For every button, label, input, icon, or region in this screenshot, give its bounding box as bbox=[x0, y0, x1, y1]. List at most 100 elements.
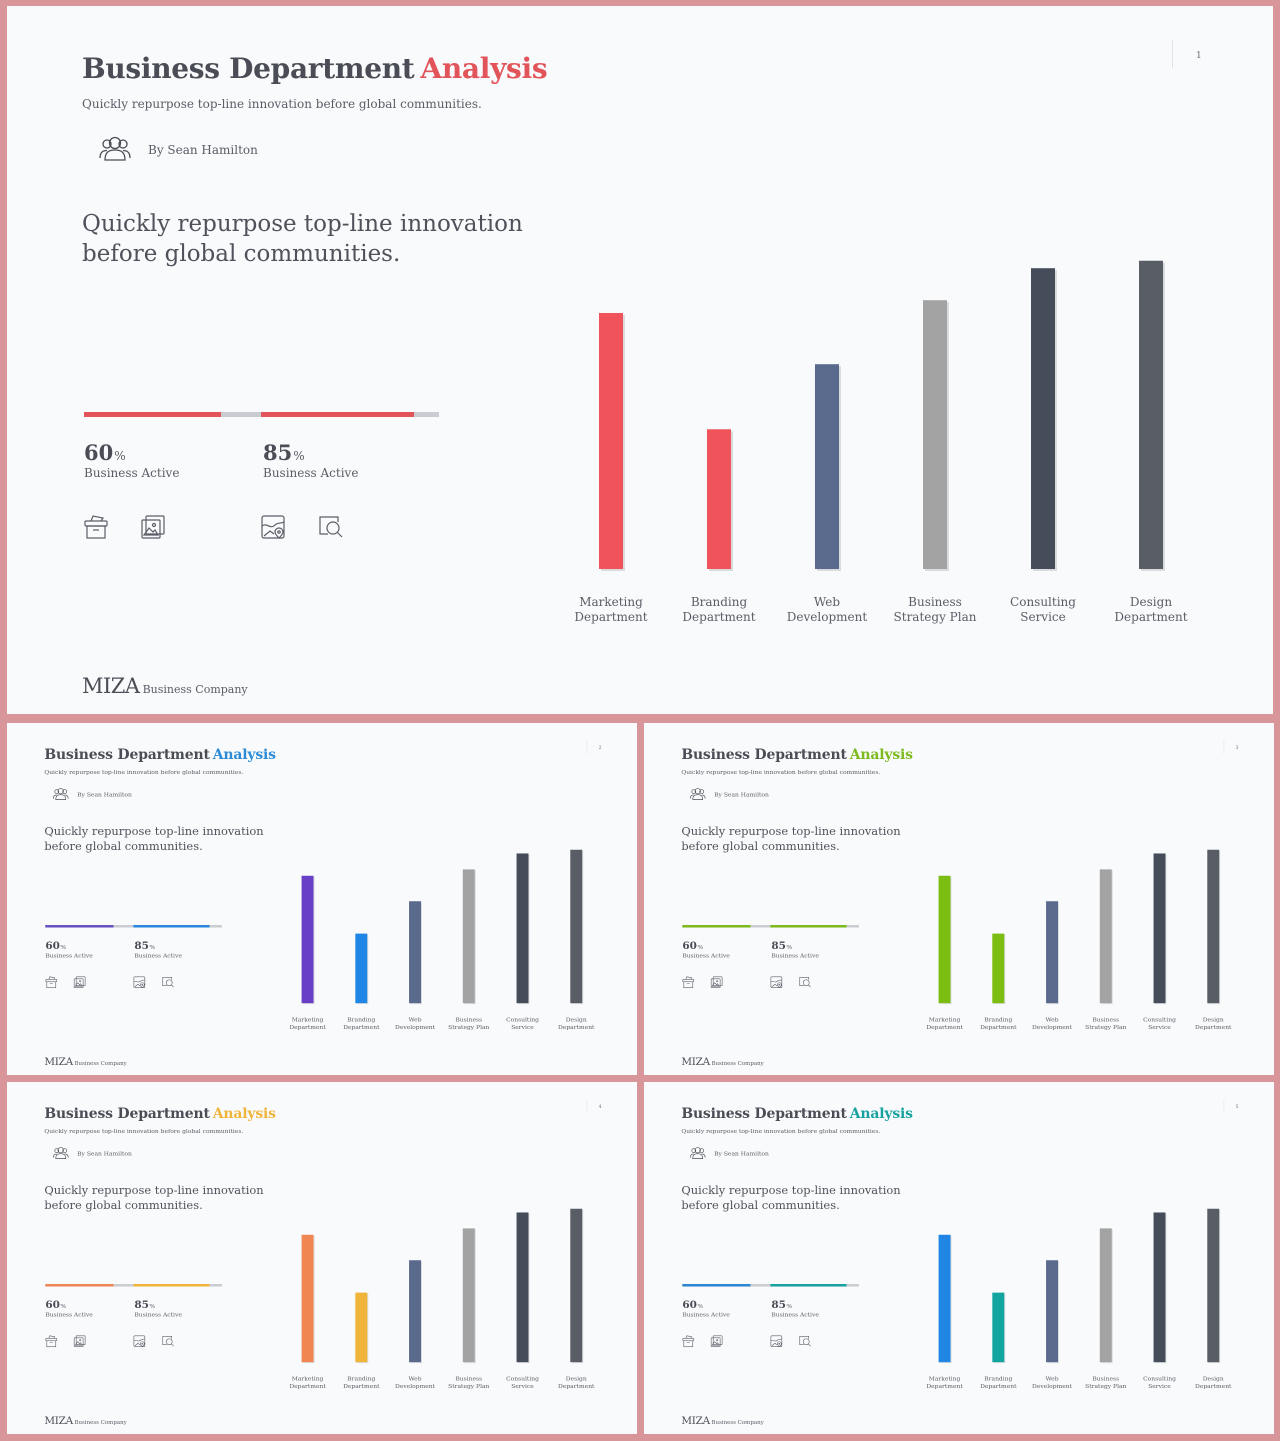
slide-content: Business Department Analysis Quickly repu… bbox=[7, 6, 1273, 714]
brand-logo: MIZA bbox=[44, 1055, 73, 1068]
brand-logo: MIZA bbox=[681, 1055, 710, 1068]
brand-logo: MIZA bbox=[82, 674, 140, 698]
image-gallery-icon bbox=[73, 976, 86, 989]
bar-2 bbox=[409, 901, 422, 1004]
stat-1: 60% Business Active bbox=[84, 440, 179, 480]
stat-1: 60% Business Active bbox=[682, 1298, 729, 1318]
progress-fill-1 bbox=[45, 1284, 114, 1287]
bar-chart-svg: MarketingDepartmentBrandingDepartmentWeb… bbox=[289, 1208, 595, 1390]
slide-title: Business Department Analysis bbox=[44, 1105, 276, 1121]
brand-footer: MIZABusiness Company bbox=[681, 1055, 763, 1067]
category-label-4-1: Service bbox=[511, 1383, 534, 1390]
bar-3 bbox=[1099, 1228, 1112, 1363]
image-gallery-icon bbox=[140, 514, 166, 540]
people-icon bbox=[52, 787, 69, 802]
page-number: 4 bbox=[598, 1104, 602, 1110]
slide-1[interactable]: Business Department Analysis Quickly repu… bbox=[7, 6, 1273, 714]
author-row: By Sean Hamilton bbox=[44, 1146, 132, 1161]
category-label-1-0: Branding bbox=[347, 1017, 375, 1024]
category-label-4-1: Service bbox=[511, 1024, 534, 1031]
stat-2: 85% Business Active bbox=[134, 1298, 181, 1318]
bar-2 bbox=[409, 1260, 422, 1363]
category-label-5-0: Design bbox=[1203, 1017, 1224, 1024]
title-text: Business Department bbox=[44, 1104, 210, 1122]
bar-0 bbox=[301, 875, 314, 1004]
search-image-icon bbox=[799, 1335, 812, 1348]
headline-text: Quickly repurpose top-line innovation be… bbox=[82, 211, 523, 267]
stat-2: 85% Business Active bbox=[263, 440, 358, 480]
category-label-1-1: Department bbox=[343, 1024, 380, 1031]
slide-content: Business Department Analysis Quickly repu… bbox=[7, 723, 637, 1075]
category-label-3-0: Business bbox=[1092, 1017, 1119, 1024]
category-label-2-0: Web bbox=[409, 1376, 422, 1383]
bar-4 bbox=[1153, 1212, 1166, 1363]
category-label-4-1: Service bbox=[1148, 1383, 1171, 1390]
title-text: Business Department bbox=[681, 745, 847, 763]
title-text: Business Department bbox=[44, 745, 210, 763]
headline-text: Quickly repurpose top-line innovation be… bbox=[681, 825, 901, 853]
bar-4 bbox=[516, 1212, 529, 1363]
archive-box-icon bbox=[682, 976, 695, 989]
category-label-5-0: Design bbox=[1130, 595, 1172, 609]
category-label-0-1: Department bbox=[926, 1024, 963, 1031]
category-label-4-0: Consulting bbox=[1010, 595, 1076, 609]
bar-chart-svg: MarketingDepartmentBrandingDepartmentWeb… bbox=[574, 260, 1188, 624]
progress-fill-2 bbox=[770, 925, 847, 928]
bar-2 bbox=[815, 364, 839, 569]
progress-fill-2 bbox=[770, 1284, 847, 1287]
slide-3[interactable]: Business Department Analysis Quickly repu… bbox=[644, 723, 1274, 1075]
category-label-1-1: Department bbox=[682, 610, 755, 624]
progress-bar-2 bbox=[133, 925, 222, 928]
archive-box-icon bbox=[682, 1335, 695, 1348]
page-number-divider bbox=[1172, 40, 1173, 68]
slide-4[interactable]: Business Department Analysis Quickly repu… bbox=[7, 1082, 637, 1434]
slide-5[interactable]: Business Department Analysis Quickly repu… bbox=[644, 1082, 1274, 1434]
category-label-5-1: Department bbox=[1195, 1383, 1232, 1390]
brand-subtitle: Business Company bbox=[711, 1059, 764, 1067]
category-label-5-1: Department bbox=[558, 1024, 595, 1031]
stat-label: Business Active bbox=[134, 951, 182, 959]
bar-0 bbox=[938, 1234, 951, 1363]
bar-chart: Marketing Department Branding Department Web… bbox=[547, 256, 1227, 636]
stat-value: 60 bbox=[682, 1297, 697, 1311]
stat-1: 60% Business Active bbox=[45, 1298, 92, 1318]
category-label-5-1: Department bbox=[1114, 610, 1187, 624]
bar-1 bbox=[707, 429, 731, 569]
brand-subtitle: Business Company bbox=[711, 1418, 764, 1426]
progress-fill-2 bbox=[133, 925, 210, 928]
category-label-5-0: Design bbox=[1203, 1376, 1224, 1383]
image-gallery-icon bbox=[73, 1335, 86, 1348]
title-accent: Analysis bbox=[849, 1104, 913, 1122]
search-image-icon bbox=[318, 514, 344, 540]
bar-5 bbox=[570, 1208, 583, 1363]
search-image-icon bbox=[162, 976, 175, 989]
category-label-2-1: Development bbox=[395, 1024, 436, 1031]
category-label-1-0: Branding bbox=[984, 1376, 1012, 1383]
stat-2: 85% Business Active bbox=[134, 939, 181, 959]
author-row: By Sean Hamilton bbox=[681, 1146, 769, 1161]
bar-4 bbox=[1031, 268, 1055, 569]
stat-label: Business Active bbox=[682, 1310, 730, 1318]
category-label-3-0: Business bbox=[1092, 1376, 1119, 1383]
bar-chart: Marketing Department Branding Department Web… bbox=[913, 1206, 1251, 1395]
bar-chart-svg: MarketingDepartmentBrandingDepartmentWeb… bbox=[926, 1208, 1232, 1390]
slide-2[interactable]: Business Department Analysis Quickly repu… bbox=[7, 723, 637, 1075]
stat-value: 60 bbox=[45, 1297, 60, 1311]
author-name: By Sean Hamilton bbox=[148, 142, 258, 157]
category-label-5-0: Design bbox=[566, 1017, 587, 1024]
slide-subtitle: Quickly repurpose top-line innovation be… bbox=[82, 97, 482, 111]
map-pin-icon bbox=[133, 1335, 146, 1348]
archive-box-icon bbox=[45, 1335, 58, 1348]
brand-logo: MIZA bbox=[681, 1414, 710, 1427]
bar-5 bbox=[1139, 260, 1163, 569]
category-label-3-1: Strategy Plan bbox=[1085, 1024, 1126, 1031]
headline-text: Quickly repurpose top-line innovation be… bbox=[44, 1184, 264, 1212]
stat-label: Business Active bbox=[263, 466, 359, 480]
progress-bar-1 bbox=[682, 1284, 771, 1287]
stat-unit: % bbox=[697, 943, 704, 951]
category-label-4-0: Consulting bbox=[506, 1017, 539, 1024]
category-label-2-0: Web bbox=[409, 1017, 422, 1024]
progress-fill-1 bbox=[45, 925, 114, 928]
stat-1: 60% Business Active bbox=[45, 939, 92, 959]
